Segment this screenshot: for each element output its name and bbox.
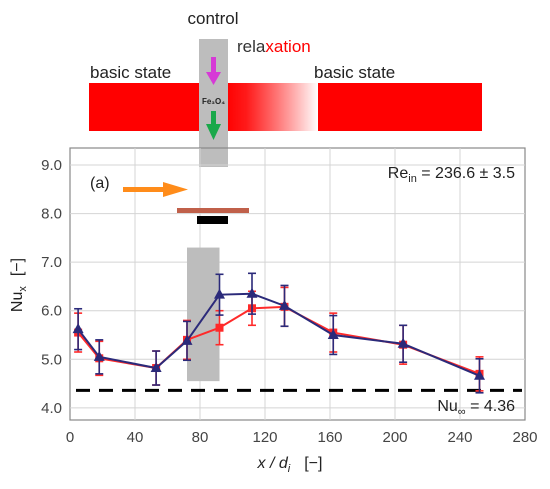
axis-ticks: 0 40 80 120 160 200 240 280 4.0 5.0 6.0 7.0 8.0 9.0 bbox=[41, 157, 537, 446]
nu-infinity-prefix: Nu bbox=[437, 398, 457, 415]
data-point bbox=[93, 350, 105, 361]
series-2 bbox=[72, 272, 485, 394]
flow-arrow-icon bbox=[123, 182, 188, 197]
reynolds-sub: in bbox=[408, 173, 417, 185]
x-axis-title-main: x / d bbox=[257, 455, 289, 472]
data-point bbox=[397, 337, 409, 348]
y-tick-label: 6.0 bbox=[41, 303, 62, 320]
relaxation-label-part-1: rela bbox=[237, 37, 266, 56]
y-tick-label: 8.0 bbox=[41, 206, 62, 223]
relaxation-band bbox=[226, 83, 318, 131]
magenta-arrow-icon bbox=[206, 57, 221, 85]
data-point bbox=[246, 287, 258, 298]
data-point bbox=[214, 288, 225, 299]
x-tick-label: 40 bbox=[127, 429, 144, 446]
nu-infinity-value: = 4.36 bbox=[466, 398, 515, 415]
y-tick-label: 5.0 bbox=[41, 351, 62, 368]
x-tick-label: 280 bbox=[512, 429, 537, 446]
x-tick-label: 120 bbox=[252, 429, 277, 446]
control-label: control bbox=[187, 9, 238, 28]
y-tick-label: 4.0 bbox=[41, 400, 62, 417]
y-tick-label: 9.0 bbox=[41, 157, 62, 174]
panel-label: (a) bbox=[90, 175, 110, 192]
data-point bbox=[327, 329, 339, 339]
y-axis-title-unit: [−] bbox=[9, 258, 26, 276]
x-tick-label: 240 bbox=[447, 429, 472, 446]
y-axis-title-sub: x bbox=[17, 286, 29, 292]
grid bbox=[70, 148, 525, 420]
y-tick-label: 7.0 bbox=[41, 254, 62, 271]
heater-core-bar bbox=[197, 216, 228, 224]
x-tick-label: 200 bbox=[382, 429, 407, 446]
data-point bbox=[474, 369, 485, 380]
plot-frame bbox=[69, 147, 526, 421]
control-region-band bbox=[187, 247, 220, 382]
heater-bar bbox=[177, 208, 249, 213]
basic-state-right-label: basic state bbox=[314, 63, 395, 82]
x-axis-title: x / di [−] bbox=[257, 455, 323, 475]
data-point bbox=[72, 323, 84, 334]
data-point bbox=[150, 362, 162, 373]
x-tick-label: 80 bbox=[192, 429, 209, 446]
series-group bbox=[72, 272, 485, 394]
data-point bbox=[215, 323, 224, 332]
data-point bbox=[279, 299, 290, 310]
x-axis-title-sub: i bbox=[288, 463, 291, 475]
reynolds-value: = 236.6 ± 3.5 bbox=[417, 165, 515, 182]
reynolds-prefix: Re bbox=[388, 165, 409, 182]
plot-area: 0 40 80 120 160 200 240 280 4.0 5.0 6.0 7.0 8.0 9.0 (… bbox=[9, 147, 538, 475]
relaxation-label: relaxation bbox=[237, 37, 311, 56]
particle-label: Fe₃O₄ bbox=[202, 97, 225, 106]
basic-state-left-label: basic state bbox=[90, 63, 171, 82]
series-line bbox=[77, 292, 480, 377]
x-tick-label: 0 bbox=[66, 429, 74, 446]
flow-diagram: control relaxation basic state basic sta… bbox=[89, 9, 482, 167]
x-axis-title-unit: [−] bbox=[304, 455, 322, 472]
y-axis-title-main: Nu bbox=[9, 292, 26, 312]
nu-infinity-annotation: Nu∞ = 4.36 bbox=[437, 398, 515, 418]
x-tick-label: 160 bbox=[317, 429, 342, 446]
relaxation-label-part-2: xation bbox=[265, 37, 310, 56]
green-arrow-icon bbox=[206, 111, 221, 140]
reynolds-annotation: Rein = 236.6 ± 3.5 bbox=[388, 165, 515, 185]
y-axis-title: Nux [−] bbox=[9, 258, 29, 312]
basic-state-band-left bbox=[89, 83, 202, 131]
nu-infinity-sub: ∞ bbox=[458, 406, 466, 418]
basic-state-band-right bbox=[318, 83, 482, 131]
data-point bbox=[181, 334, 193, 345]
